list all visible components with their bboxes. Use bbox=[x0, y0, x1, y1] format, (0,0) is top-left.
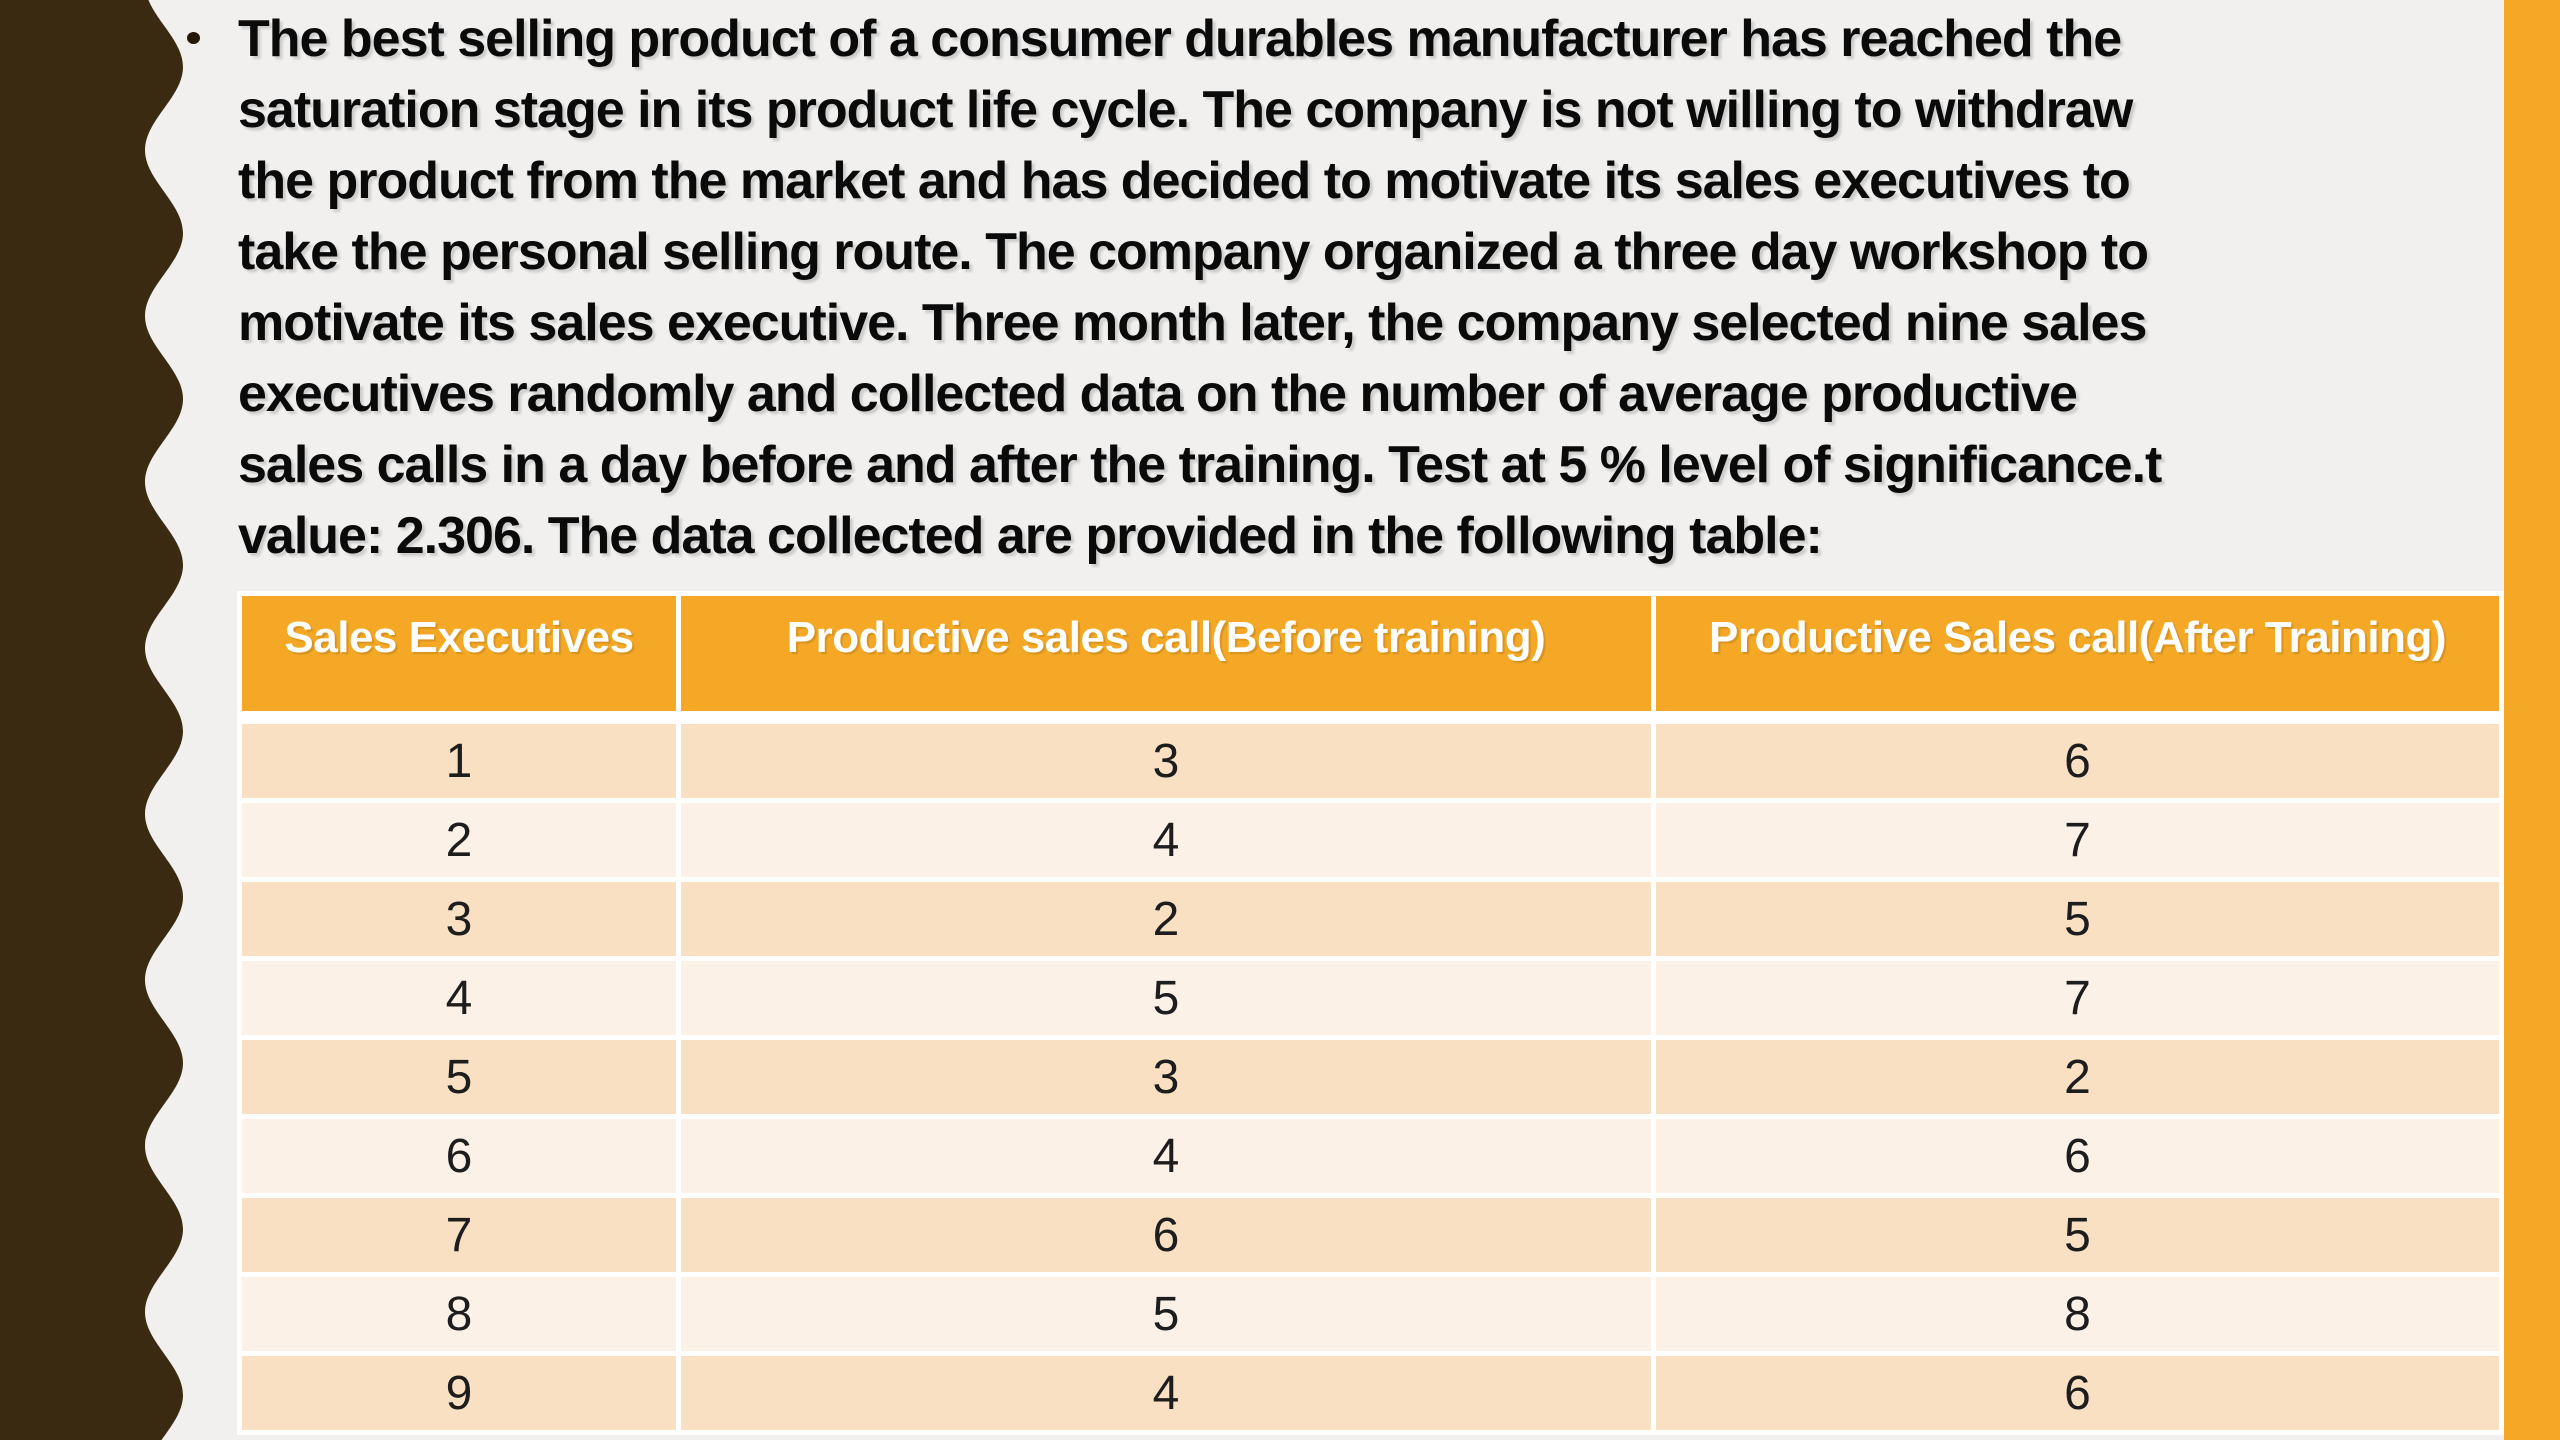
table-cell: 8 bbox=[242, 1277, 676, 1351]
table-cell: 3 bbox=[242, 882, 676, 956]
table-cell: 4 bbox=[681, 803, 1651, 877]
table-cell: 3 bbox=[681, 724, 1651, 798]
paragraph-line: The best selling product of a consumer d… bbox=[238, 10, 2122, 68]
table-row: 9 4 6 bbox=[242, 1356, 2499, 1430]
header-after-training: Productive Sales call(After Training) bbox=[1656, 596, 2499, 719]
problem-statement: The best selling product of a consumer d… bbox=[238, 4, 2162, 572]
table-cell: 5 bbox=[1656, 882, 2499, 956]
table-cell: 5 bbox=[681, 961, 1651, 1035]
table-row: 6 4 6 bbox=[242, 1119, 2499, 1193]
bullet-marker bbox=[187, 32, 200, 44]
table-cell: 6 bbox=[1656, 1119, 2499, 1193]
table-cell: 2 bbox=[242, 803, 676, 877]
table-cell: 7 bbox=[242, 1198, 676, 1272]
header-before-training: Productive sales call(Before training) bbox=[681, 596, 1651, 719]
left-wave-decoration bbox=[0, 0, 183, 1440]
sales-data-table-container: Sales Executives Productive sales call(B… bbox=[237, 591, 2504, 1435]
table-row: 5 3 2 bbox=[242, 1040, 2499, 1114]
table-header-row: Sales Executives Productive sales call(B… bbox=[242, 596, 2499, 719]
table-cell: 5 bbox=[1656, 1198, 2499, 1272]
table-cell: 9 bbox=[242, 1356, 676, 1430]
paragraph-line: executives randomly and collected data o… bbox=[238, 365, 2078, 423]
table-cell: 6 bbox=[681, 1198, 1651, 1272]
table-row: 8 5 8 bbox=[242, 1277, 2499, 1351]
paragraph-line: saturation stage in its product life cyc… bbox=[238, 81, 2133, 139]
paragraph-line: the product from the market and has deci… bbox=[238, 152, 2131, 210]
table-cell: 3 bbox=[681, 1040, 1651, 1114]
table-row: 2 4 7 bbox=[242, 803, 2499, 877]
paragraph-line: sales calls in a day before and after th… bbox=[238, 436, 2162, 494]
table-cell: 2 bbox=[681, 882, 1651, 956]
table-cell: 7 bbox=[1656, 803, 2499, 877]
table-cell: 5 bbox=[242, 1040, 676, 1114]
table-row: 3 2 5 bbox=[242, 882, 2499, 956]
table-cell: 5 bbox=[681, 1277, 1651, 1351]
header-sales-executives: Sales Executives bbox=[242, 596, 676, 719]
table-row: 7 6 5 bbox=[242, 1198, 2499, 1272]
table-cell: 6 bbox=[1656, 724, 2499, 798]
table-cell: 6 bbox=[1656, 1356, 2499, 1430]
table-row: 1 3 6 bbox=[242, 724, 2499, 798]
table-cell: 1 bbox=[242, 724, 676, 798]
table-cell: 2 bbox=[1656, 1040, 2499, 1114]
paragraph-line: motivate its sales executive. Three mont… bbox=[238, 294, 2147, 352]
table-cell: 4 bbox=[681, 1119, 1651, 1193]
table-cell: 4 bbox=[681, 1356, 1651, 1430]
table-row: 4 5 7 bbox=[242, 961, 2499, 1035]
table-cell: 8 bbox=[1656, 1277, 2499, 1351]
paragraph-line: take the personal selling route. The com… bbox=[238, 223, 2149, 281]
table-cell: 7 bbox=[1656, 961, 2499, 1035]
paragraph-line: value: 2.306. The data collected are pro… bbox=[238, 507, 1823, 565]
right-accent-bar bbox=[2504, 0, 2560, 1440]
sales-data-table: Sales Executives Productive sales call(B… bbox=[237, 591, 2504, 1435]
table-cell: 4 bbox=[242, 961, 676, 1035]
table-cell: 6 bbox=[242, 1119, 676, 1193]
